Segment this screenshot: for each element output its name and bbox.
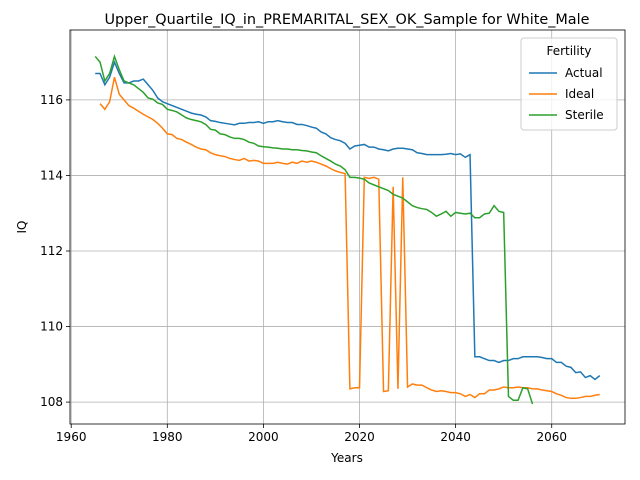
y-tick-label: 110 <box>40 320 63 334</box>
legend-title: Fertility <box>546 44 591 58</box>
y-axis-label: IQ <box>15 221 29 234</box>
legend-label: Ideal <box>565 87 594 101</box>
legend-label: Actual <box>565 66 603 80</box>
y-tick-label: 112 <box>40 244 63 258</box>
x-tick-label: 2000 <box>248 430 279 444</box>
x-tick-label: 1980 <box>152 430 183 444</box>
x-axis-label: Years <box>330 451 363 465</box>
x-tick-label: 2060 <box>536 430 567 444</box>
x-tick-label: 2040 <box>440 430 471 444</box>
y-tick-label: 108 <box>40 395 63 409</box>
plot-frame <box>69 29 626 425</box>
data-line <box>99 77 600 400</box>
y-tick-label: 116 <box>40 93 63 107</box>
legend-label: Sterile <box>565 108 604 122</box>
data-line <box>94 53 534 405</box>
x-tick-label: 2020 <box>344 430 375 444</box>
x-tick-label: 1960 <box>56 430 87 444</box>
chart-title: Upper_Quartile_IQ_in_PREMARITAL_SEX_OK_S… <box>105 12 590 28</box>
legend-box <box>520 37 618 131</box>
y-tick-label: 114 <box>40 168 63 182</box>
data-line <box>95 59 601 381</box>
legend: Fertility Actual Ideal Sterile <box>520 37 618 131</box>
